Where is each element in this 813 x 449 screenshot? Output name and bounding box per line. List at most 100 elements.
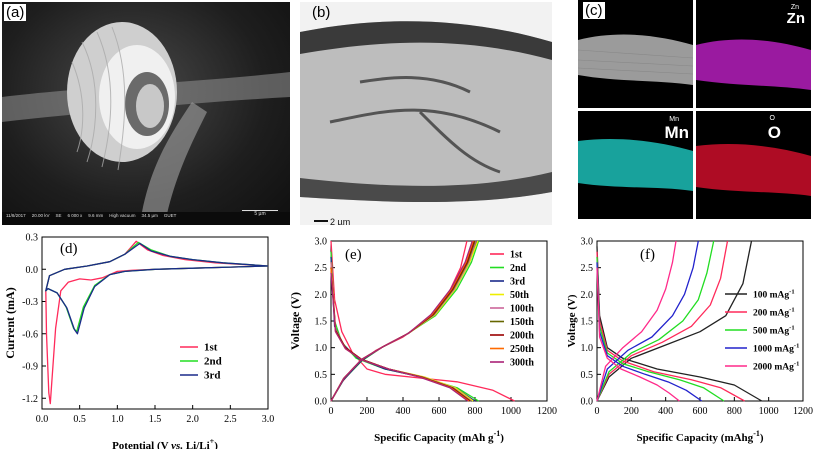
tem-image-panel: 2 µm (b) [300, 2, 552, 225]
legend-label: 1st [204, 342, 218, 354]
x-tick-label: 0.0 [36, 414, 49, 425]
series-line-3rd-0 [330, 256, 476, 402]
legend-label: 50th [510, 290, 529, 301]
y-tick-label: 1.5 [315, 317, 328, 328]
x-tick-label: 200 [360, 406, 375, 417]
y-tick-label: -1.2 [22, 394, 38, 405]
x-axis-label: Specific Capacity (mAh g-1) [374, 429, 504, 444]
series-line-200-mag-1-1 [596, 240, 729, 402]
y-tick-label: 1.5 [581, 317, 594, 328]
sem-image-panel: 11/8/2017 20.00 kV SE 6 000 x 9.6 mm Hig… [2, 2, 290, 225]
x-tick-label: 2.5 [224, 414, 237, 425]
x-tick-label: 1200 [793, 406, 813, 417]
eds-sup-zn: Zn [790, 4, 799, 11]
eds-sup-mn: Mn [669, 116, 679, 123]
legend-label: 2nd [510, 263, 527, 274]
cycle-chart: 0 200 400 600 800 1000 1200 0.0 0.5 1.0 1.5 2.0 2.5 3… [288, 237, 557, 445]
x-axis-label: Potential (V vs. Li/Li+) [112, 437, 218, 449]
cv-chart: 0.0 0.5 1.0 1.5 2.0 2.5 3.0 0.3 0.0 -0.3 -0.6 -0.9 -… [3, 233, 275, 449]
series-line-500-mag-1-1 [596, 240, 715, 402]
legend-label: 1000 mAg-1 [753, 343, 799, 355]
x-tick-label: 1200 [537, 406, 557, 417]
eds-map-zn: Zn Zn [696, 0, 811, 108]
series-line-500-mag-1-0 [596, 256, 725, 402]
y-tick-label: 2.0 [581, 290, 594, 301]
sem-institution: GUET [163, 213, 177, 218]
x-tick-label: 800 [727, 406, 742, 417]
x-tick-label: 0 [329, 406, 334, 417]
series-line-2nd-0 [330, 251, 479, 402]
legend-label: 150th [510, 317, 534, 328]
legend-label: 2nd [204, 356, 222, 368]
eds-map-mn: Mn Mn [578, 111, 693, 219]
legend-label: 200 mAg-1 [753, 307, 795, 319]
x-tick-label: 3.0 [262, 414, 275, 425]
y-tick-label: 0.5 [581, 370, 594, 381]
plot-frame [41, 236, 269, 410]
series-line-50th-0 [330, 262, 474, 402]
sem-wd: 9.6 mm [88, 213, 104, 218]
x-tick-label: 1000 [759, 406, 779, 417]
sem-scale-bar: 5 µm [242, 210, 278, 217]
series-line-2000-mag-1-0 [596, 267, 680, 402]
sem-info-bar: 11/8/2017 20.00 kV SE 6 000 x 9.6 mm Hig… [2, 212, 290, 225]
x-axis-label: Specific Capacity (mAhg-1) [636, 429, 763, 444]
eds-map-se [578, 0, 694, 108]
series-line-100th-1 [330, 240, 477, 402]
sem-hv: 20.00 kV [31, 213, 50, 218]
y-tick-label: 2.0 [315, 290, 328, 301]
sem-vac: High vacuum [109, 213, 136, 218]
x-tick-label: 400 [658, 406, 673, 417]
x-tick-label: 400 [396, 406, 411, 417]
legend-label: 300th [510, 358, 534, 369]
y-tick-label: 3.0 [315, 237, 328, 248]
series-line-3rd-0 [45, 242, 269, 335]
y-tick-label: 1.0 [315, 343, 328, 354]
rate-chart: 0 200 400 600 800 1000 1200 0.0 0.5 1.0 1.5 2.0 2.5 3… [566, 237, 813, 445]
eds-label-mn: Mn [664, 123, 689, 142]
series-line-200-mag-1-0 [596, 251, 745, 402]
sem-mag: 6 000 x [67, 213, 83, 218]
series-line-50th-1 [330, 240, 479, 402]
series-line-1st-0 [330, 240, 515, 402]
series-line-200th-1 [330, 240, 475, 402]
eds-label-o: O [767, 123, 781, 142]
y-tick-label: 2.5 [581, 263, 594, 274]
series-line-100th-0 [330, 262, 472, 402]
legend-label: 100th [510, 304, 534, 315]
panel-label-d: (d) [60, 241, 78, 257]
y-axis-label: Current (mA) [3, 287, 17, 358]
x-tick-label: 600 [432, 406, 447, 417]
eds-maps-panel: Zn Zn Mn Mn O O (c) [578, 0, 811, 222]
legend-label: 250th [510, 344, 534, 355]
tem-micrograph [300, 21, 552, 202]
panel-label-c: (c) [583, 2, 605, 19]
legend-label: 1st [510, 250, 523, 261]
y-tick-label: 0.0 [315, 397, 328, 408]
y-tick-label: 0.0 [581, 397, 594, 408]
series-line-1000-mag-1-0 [596, 262, 703, 402]
y-axis-label: Voltage (V) [566, 294, 578, 347]
x-tick-label: 1000 [501, 406, 521, 417]
sem-date: 11/8/2017 [6, 213, 26, 218]
legend-label: 2000 mAg-1 [753, 361, 799, 373]
y-tick-label: 0.5 [315, 370, 328, 381]
series-line-300th-0 [330, 272, 469, 402]
legend-label: 3rd [510, 277, 525, 288]
legend-label: 500 mAg-1 [753, 325, 795, 337]
series-line-1st-1 [330, 240, 468, 402]
x-tick-label: 0.5 [73, 414, 86, 425]
series-line-3rd-1 [330, 240, 478, 402]
y-tick-label: -0.6 [22, 329, 38, 340]
x-tick-label: 0 [595, 406, 600, 417]
x-tick-label: 1.0 [111, 414, 124, 425]
series-line-300th-1 [330, 240, 473, 402]
y-tick-label: 2.5 [315, 263, 328, 274]
x-tick-label: 600 [693, 406, 708, 417]
panel-label-b: (b) [312, 4, 331, 21]
series-line-100-mag-1-1 [596, 240, 753, 402]
y-tick-label: 3.0 [581, 237, 594, 248]
x-tick-label: 1.5 [149, 414, 162, 425]
series-line-2nd-0 [45, 241, 269, 333]
series-line-2000-mag-1-1 [596, 240, 677, 402]
